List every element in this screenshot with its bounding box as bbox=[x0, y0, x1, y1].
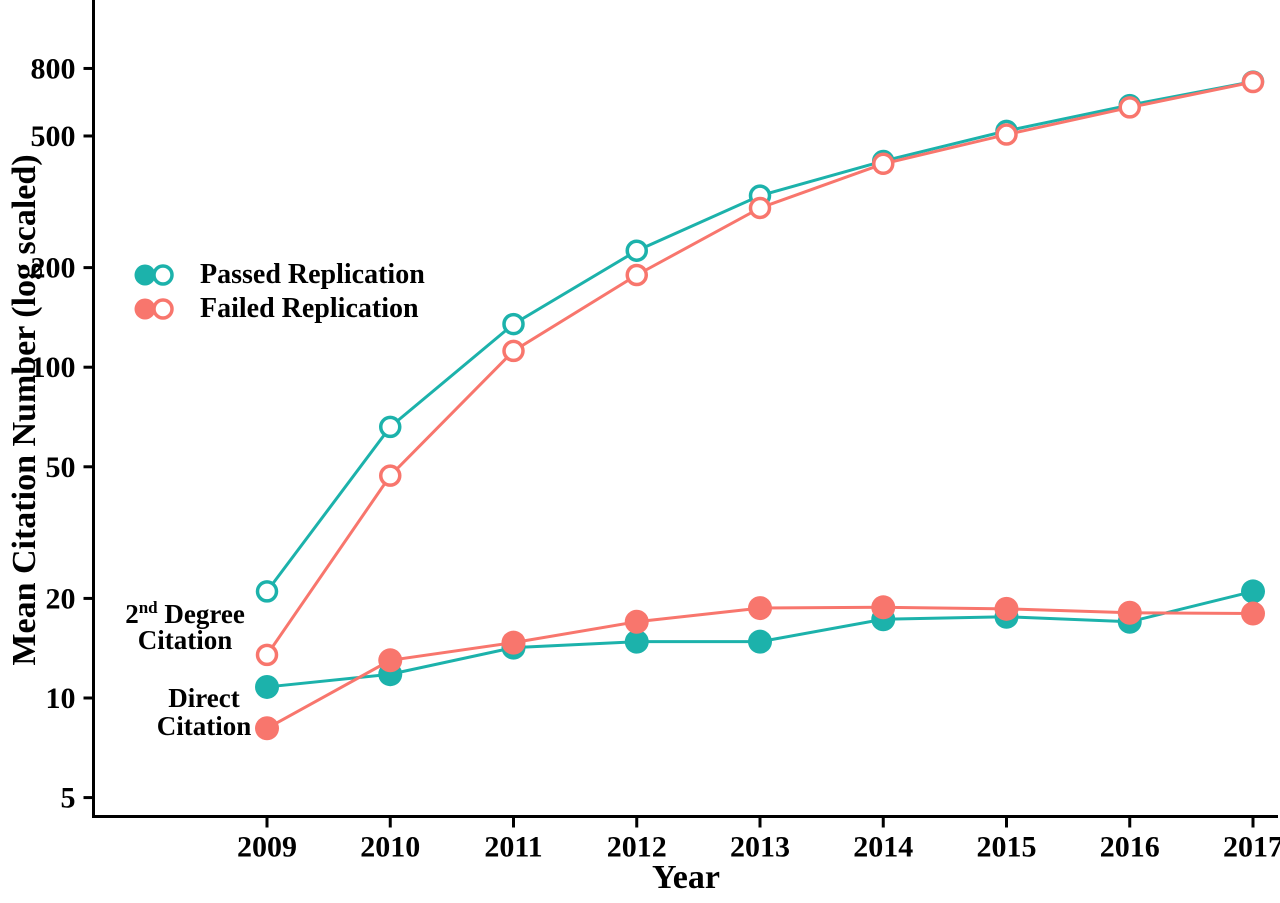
x-tick-label: 2015 bbox=[977, 831, 1037, 864]
x-tick-label: 2010 bbox=[360, 831, 420, 864]
annotation-line-1: Direct bbox=[168, 683, 240, 713]
data-point-open bbox=[255, 643, 279, 667]
series-line bbox=[265, 80, 1254, 656]
data-point-open bbox=[748, 196, 772, 220]
data-point-filled bbox=[748, 596, 772, 621]
data-point-filled bbox=[255, 716, 279, 741]
legend-label-passed: Passed Replication bbox=[200, 259, 425, 290]
y-tick-label: 5 bbox=[61, 782, 76, 815]
data-point-open bbox=[379, 464, 402, 487]
data-point-filled bbox=[1241, 579, 1265, 604]
annotation-line-1: 2nd Degree bbox=[125, 598, 245, 629]
data-point-open bbox=[1118, 96, 1141, 119]
y-tick-label: 500 bbox=[31, 120, 76, 153]
open-circle-icon bbox=[152, 264, 174, 286]
legend-item-passed: Passed Replication bbox=[132, 258, 425, 292]
legend-label-failed: Failed Replication bbox=[200, 293, 419, 324]
data-point-filled bbox=[501, 630, 526, 655]
data-point-filled bbox=[624, 629, 649, 654]
data-point-open bbox=[1241, 70, 1265, 94]
data-point-filled bbox=[1241, 601, 1265, 626]
data-point-open bbox=[625, 239, 648, 262]
y-tick-label: 10 bbox=[46, 682, 76, 715]
filled-circle-icon bbox=[134, 298, 156, 320]
superscript-nd: nd bbox=[138, 598, 158, 617]
legend-marker-failed bbox=[134, 298, 174, 320]
legend-marker-passed bbox=[134, 264, 174, 286]
data-point-filled bbox=[378, 648, 403, 673]
y-tick-label: 800 bbox=[31, 52, 76, 85]
annotation-line-2: Citation bbox=[137, 625, 233, 655]
data-point-open bbox=[379, 415, 402, 439]
y-tick-label: 200 bbox=[31, 252, 76, 285]
data-point-open bbox=[625, 263, 648, 287]
open-circle-icon bbox=[152, 298, 174, 320]
annotation-second-degree-citation: 2nd Degree Citation bbox=[125, 598, 245, 655]
data-point-open bbox=[502, 312, 525, 336]
x-tick-label: 2009 bbox=[237, 831, 297, 864]
x-axis-title: Year bbox=[652, 859, 720, 896]
x-tick-label: 2017 bbox=[1223, 831, 1280, 864]
data-point-filled bbox=[871, 595, 896, 620]
y-tick-label: 50 bbox=[46, 451, 76, 484]
x-tick-label: 2013 bbox=[730, 831, 790, 864]
data-point-filled bbox=[748, 629, 772, 654]
data-point-filled bbox=[994, 596, 1019, 621]
y-tick-label: 20 bbox=[46, 582, 76, 615]
legend-item-failed: Failed Replication bbox=[132, 292, 425, 326]
data-point-filled bbox=[1117, 600, 1142, 625]
filled-circle-icon bbox=[134, 264, 156, 286]
x-tick-label: 2016 bbox=[1100, 831, 1160, 864]
data-point-filled bbox=[255, 674, 279, 699]
annotation-line-2: Citation bbox=[156, 711, 252, 741]
data-point-open bbox=[255, 580, 279, 603]
data-point-open bbox=[872, 152, 895, 176]
x-tick-label: 2014 bbox=[853, 831, 913, 864]
x-tick-label: 2011 bbox=[484, 831, 542, 864]
data-point-filled bbox=[624, 609, 649, 634]
y-tick-label: 100 bbox=[31, 351, 76, 384]
x-tick-label: 2012 bbox=[607, 831, 667, 864]
legend: Passed Replication Failed Replication bbox=[132, 258, 425, 326]
y-axis-title: Mean Citation Number (log scaled) bbox=[6, 154, 43, 666]
series-line bbox=[265, 80, 1254, 593]
data-point-open bbox=[995, 123, 1018, 146]
annotation-direct-citation: Direct Citation bbox=[157, 684, 252, 740]
data-point-open bbox=[502, 339, 525, 363]
